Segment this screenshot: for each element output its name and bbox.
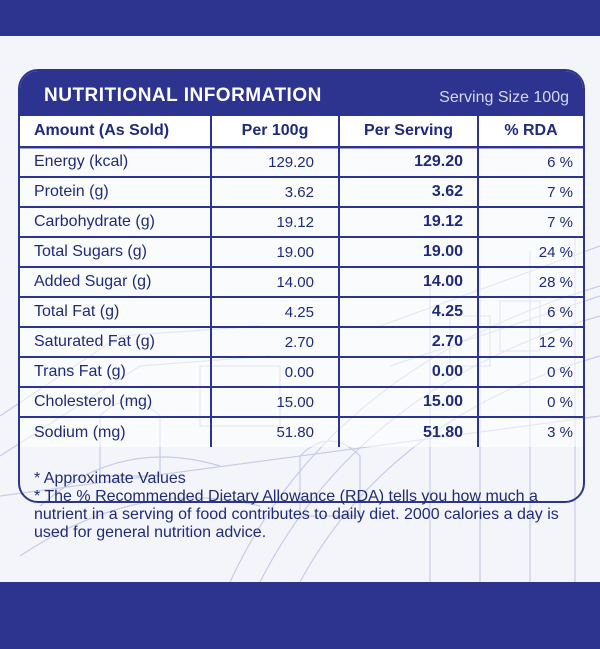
top-band	[0, 0, 600, 36]
per-serving-value: 0.00	[338, 356, 479, 388]
col-header-per-serving: Per Serving	[338, 114, 479, 148]
per100-value: 3.62	[210, 176, 340, 208]
rda-value: 6 %	[477, 296, 583, 328]
per-serving-value: 14.00	[338, 266, 479, 298]
rda-value: 3 %	[477, 416, 583, 447]
nutrition-title: NUTRITIONAL INFORMATION	[44, 85, 322, 106]
per100-value: 51.80	[210, 416, 340, 447]
rda-value: 12 %	[477, 326, 583, 358]
nutrient-name: Total Fat (g)	[20, 296, 212, 328]
per100-value: 0.00	[210, 356, 340, 388]
per-serving-value: 19.00	[338, 236, 479, 268]
per100-value: 19.12	[210, 206, 340, 238]
rda-value: 0 %	[477, 356, 583, 388]
nutrition-table: Amount (As Sold) Per 100g Per Serving % …	[20, 114, 583, 447]
col-header-rda: % RDA	[477, 114, 583, 148]
nutrient-name: Trans Fat (g)	[20, 356, 212, 388]
nutrient-name: Protein (g)	[20, 176, 212, 208]
per100-value: 2.70	[210, 326, 340, 358]
table-row: Added Sugar (g) 14.00 14.00 28 %	[20, 266, 583, 298]
per-serving-value: 19.12	[338, 206, 479, 238]
table-header-row: Amount (As Sold) Per 100g Per Serving % …	[20, 114, 583, 148]
approx-note: * Approximate Values	[34, 470, 186, 487]
nutrition-card: NUTRITIONAL INFORMATION Serving Size 100…	[18, 69, 585, 503]
per-serving-value: 15.00	[338, 386, 479, 418]
serving-size: Serving Size 100g	[439, 89, 569, 106]
bottom-band	[0, 582, 600, 649]
per100-value: 14.00	[210, 266, 340, 298]
table-row: Cholesterol (mg) 15.00 15.00 0 %	[20, 386, 583, 418]
table-row: Energy (kcal) 129.20 129.20 6 %	[20, 146, 583, 178]
nutrient-name: Added Sugar (g)	[20, 266, 212, 298]
rda-value: 7 %	[477, 206, 583, 238]
rda-value: 28 %	[477, 266, 583, 298]
rda-value: 24 %	[477, 236, 583, 268]
col-header-amount: Amount (As Sold)	[20, 114, 212, 148]
footnotes: * Approximate Values * The % Recommended…	[34, 470, 574, 542]
per100-value: 129.20	[210, 146, 340, 178]
nutrient-name: Saturated Fat (g)	[20, 326, 212, 358]
rda-value: 6 %	[477, 146, 583, 178]
nutrient-name: Energy (kcal)	[20, 146, 212, 178]
rda-value: 0 %	[477, 386, 583, 418]
table-row: Total Fat (g) 4.25 4.25 6 %	[20, 296, 583, 328]
nutrient-name: Total Sugars (g)	[20, 236, 212, 268]
per100-value: 19.00	[210, 236, 340, 268]
table-row: Total Sugars (g) 19.00 19.00 24 %	[20, 236, 583, 268]
per100-value: 15.00	[210, 386, 340, 418]
per-serving-value: 3.62	[338, 176, 479, 208]
table-row: Sodium (mg) 51.80 51.80 3 %	[20, 416, 583, 447]
table-row: Trans Fat (g) 0.00 0.00 0 %	[20, 356, 583, 388]
per-serving-value: 2.70	[338, 326, 479, 358]
rda-note: * The % Recommended Dietary Allowance (R…	[34, 488, 559, 541]
per-serving-value: 129.20	[338, 146, 479, 178]
nutrient-name: Sodium (mg)	[20, 416, 212, 447]
table-row: Protein (g) 3.62 3.62 7 %	[20, 176, 583, 208]
nutrient-name: Cholesterol (mg)	[20, 386, 212, 418]
col-header-per100: Per 100g	[210, 114, 340, 148]
nutrient-name: Carbohydrate (g)	[20, 206, 212, 238]
per-serving-value: 4.25	[338, 296, 479, 328]
label-panel: NUTRITIONAL INFORMATION Serving Size 100…	[0, 36, 600, 582]
table-row: Carbohydrate (g) 19.12 19.12 7 %	[20, 206, 583, 238]
rda-value: 7 %	[477, 176, 583, 208]
per100-value: 4.25	[210, 296, 340, 328]
table-row: Saturated Fat (g) 2.70 2.70 12 %	[20, 326, 583, 358]
per-serving-value: 51.80	[338, 416, 479, 447]
